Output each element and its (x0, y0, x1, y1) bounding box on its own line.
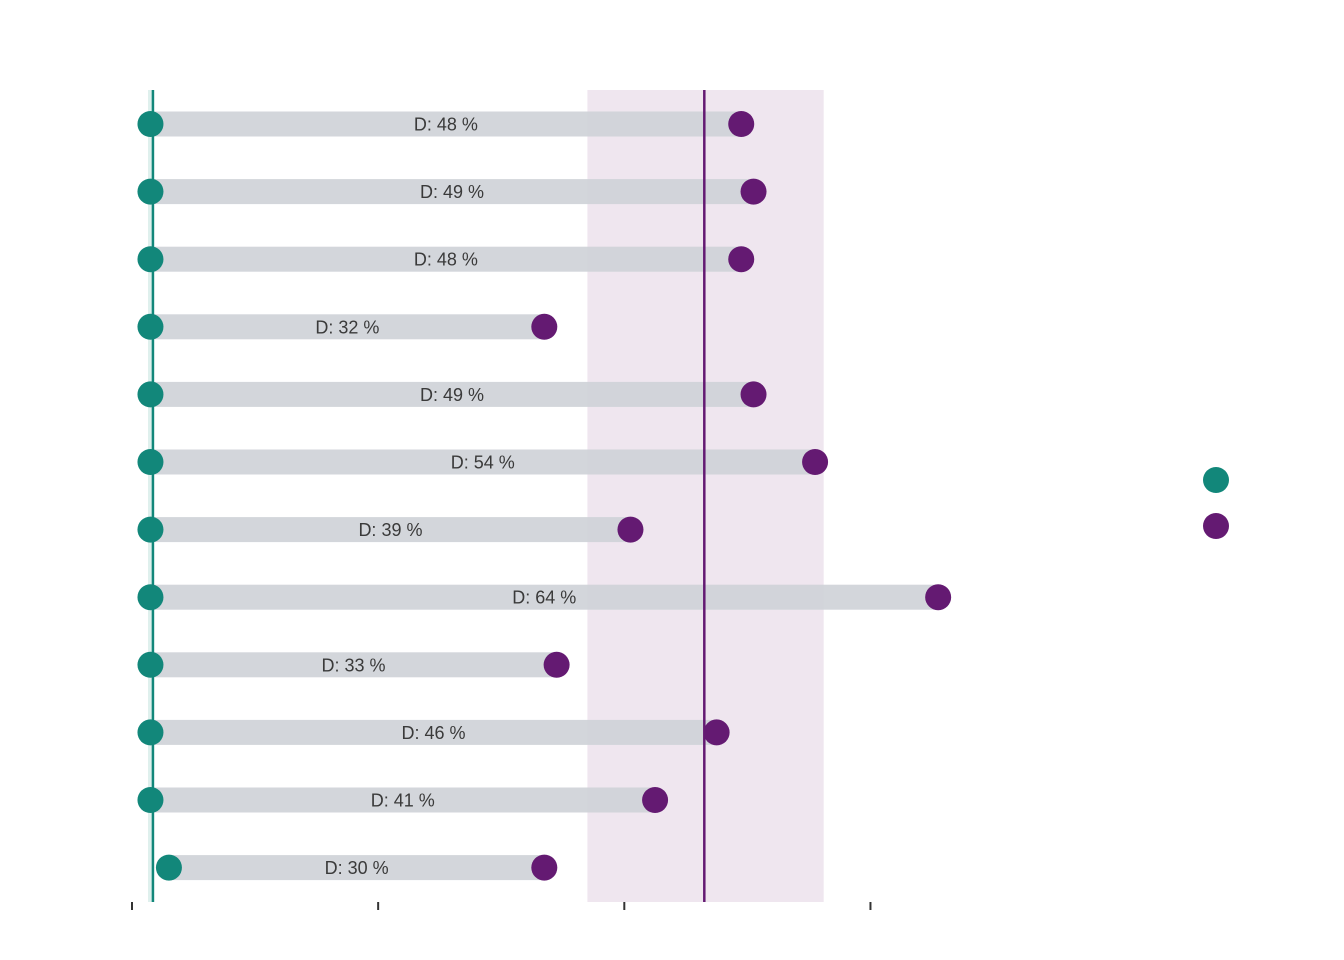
legend-start-marker (1203, 467, 1229, 493)
end-point (642, 787, 669, 813)
difference-bars (150, 111, 939, 881)
difference-bar (150, 381, 754, 407)
difference-label: D: 48 % (414, 115, 478, 135)
end-point (728, 111, 755, 137)
difference-bar (150, 314, 545, 340)
difference-label: D: 30 % (325, 858, 389, 878)
end-point (531, 854, 558, 881)
reference-bands (148, 90, 824, 902)
difference-bar (150, 787, 656, 813)
end-point (728, 246, 755, 273)
difference-label: D: 39 % (358, 520, 422, 540)
end-point (802, 449, 829, 475)
difference-bar (150, 517, 631, 543)
difference-label: D: 49 % (420, 385, 484, 405)
difference-bar (150, 246, 742, 272)
difference-bar (168, 855, 545, 881)
start-point (137, 719, 164, 746)
start-point (137, 381, 164, 408)
start-point (137, 313, 164, 340)
mean-lines (151, 90, 706, 902)
difference-bar (150, 111, 742, 137)
difference-label: D: 41 % (371, 791, 435, 811)
difference-label: D: 46 % (402, 723, 466, 743)
start-point (137, 787, 164, 813)
difference-label: D: 54 % (451, 453, 515, 473)
start-point (137, 584, 164, 611)
x-axis (131, 902, 872, 910)
difference-bar (150, 652, 557, 678)
end-point (740, 178, 767, 205)
difference-labels: D: 48 % D: 49 % D: 48 % D: 32 % D: 49 % D: 54… (315, 115, 576, 879)
end-point (925, 584, 952, 611)
start-point (137, 178, 164, 205)
difference-label: D: 49 % (420, 182, 484, 202)
start-point (137, 449, 164, 475)
end-point (703, 719, 730, 746)
end-point (543, 651, 570, 678)
difference-label: D: 32 % (315, 317, 379, 337)
end-point (740, 381, 767, 408)
difference-label: D: 48 % (414, 250, 478, 270)
start-point (137, 516, 164, 543)
start-point (137, 111, 164, 137)
difference-bar (150, 584, 939, 610)
difference-label: D: 33 % (322, 655, 386, 675)
start-point (137, 651, 164, 678)
difference-bar (150, 179, 754, 205)
difference-bar (150, 719, 717, 745)
legend-end-marker (1203, 513, 1229, 539)
end-point (531, 313, 558, 340)
end-point (617, 516, 644, 543)
start-point (155, 854, 182, 881)
difference-label: D: 64 % (512, 588, 576, 608)
dumbbell-points (137, 111, 952, 881)
start-point (137, 246, 164, 273)
start-range-band (148, 90, 155, 902)
legend (1203, 467, 1229, 539)
